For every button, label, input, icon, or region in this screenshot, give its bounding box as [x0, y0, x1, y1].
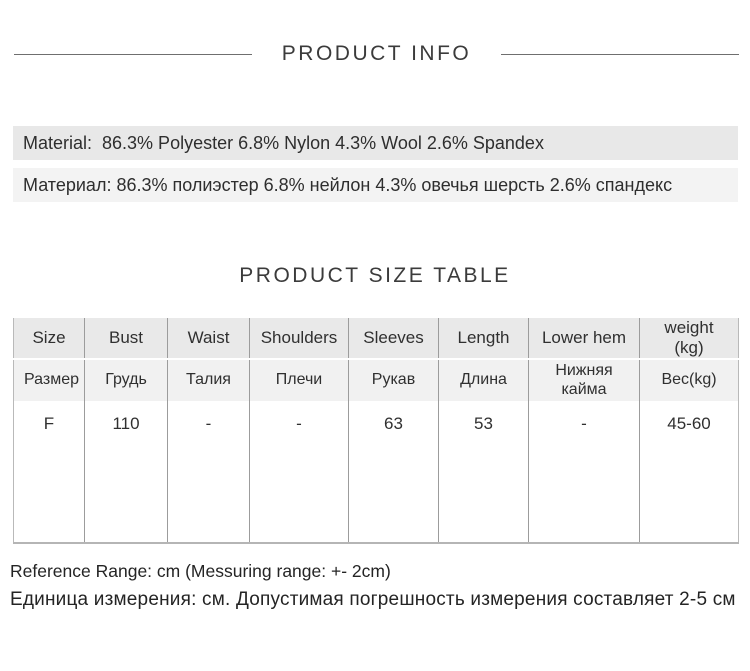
col-header-waist-ru: Талия: [167, 359, 250, 401]
title-rule-right: [501, 53, 740, 55]
material-row-ru: Материал: 86.3% полиэстер 6.8% нейлон 4.…: [13, 168, 738, 202]
size-table-header-en: Size Bust Waist Shoulders Sleeves Length…: [13, 318, 739, 360]
col-header-size: Size: [13, 318, 85, 360]
col-header-bust-ru: Грудь: [84, 359, 168, 401]
reference-range-note-ru: Единица измерения: см. Допустимая погреш…: [10, 589, 736, 610]
col-header-bust: Bust: [84, 318, 168, 360]
material-text-en: Material: 86.3% Polyester 6.8% Nylon 4.3…: [23, 133, 544, 153]
col-header-lower-hem-ru: Нижняя кайма: [528, 359, 640, 401]
cell-weight: 45-60: [639, 401, 739, 543]
title-rule-left: [14, 53, 252, 55]
col-header-length: Length: [438, 318, 529, 360]
size-table-header-ru: Размер Грудь Талия Плечи Рукав Длина Ниж…: [13, 359, 739, 401]
material-text-ru: Материал: 86.3% полиэстер 6.8% нейлон 4.…: [23, 175, 673, 195]
col-header-shoulders: Shoulders: [249, 318, 349, 360]
page-title: PRODUCT INFO: [281, 42, 472, 65]
col-header-sleeves-ru: Рукав: [348, 359, 439, 401]
col-header-length-ru: Длина: [438, 359, 529, 401]
col-header-weight: weight (kg): [639, 318, 739, 360]
cell-bust: 110: [84, 401, 168, 543]
col-header-shoulders-ru: Плечи: [249, 359, 349, 401]
material-row-en: Material: 86.3% Polyester 6.8% Nylon 4.3…: [13, 126, 738, 160]
col-header-sleeves: Sleeves: [348, 318, 439, 360]
col-header-size-ru: Размер: [13, 359, 85, 401]
cell-lower-hem: -: [528, 401, 640, 543]
cell-shoulders: -: [249, 401, 349, 543]
reference-range-note-en: Reference Range: cm (Messuring range: +-…: [10, 561, 391, 581]
cell-size: F: [13, 401, 85, 543]
col-header-lower-hem: Lower hem: [528, 318, 640, 360]
size-table: Size Bust Waist Shoulders Sleeves Length…: [13, 318, 739, 544]
col-header-waist: Waist: [167, 318, 250, 360]
product-info-header: PRODUCT INFO: [0, 41, 750, 67]
cell-length: 53: [438, 401, 529, 543]
cell-sleeves: 63: [348, 401, 439, 543]
col-header-weight-ru: Вес(kg): [639, 359, 739, 401]
size-table-row-f: F 110 - - 63 53 - 45-60: [13, 401, 739, 543]
cell-waist: -: [167, 401, 250, 543]
size-table-title: PRODUCT SIZE TABLE: [239, 264, 511, 287]
